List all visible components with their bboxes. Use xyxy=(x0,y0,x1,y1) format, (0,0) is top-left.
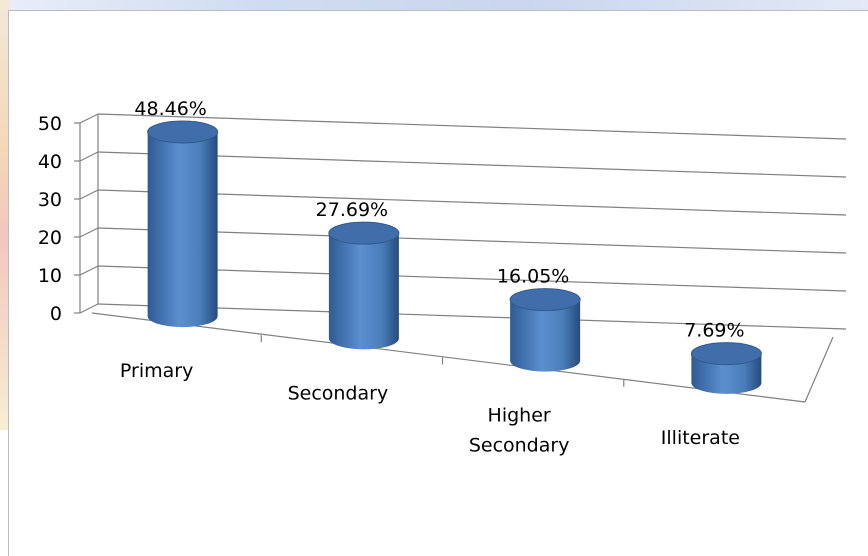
y-tick-label: 40 xyxy=(38,151,62,173)
side-gridline xyxy=(79,189,99,200)
data-label: 7.69% xyxy=(684,320,744,342)
gridline xyxy=(97,113,847,140)
side-gridline xyxy=(79,227,99,238)
gridline xyxy=(97,303,847,330)
axes xyxy=(79,114,834,403)
bar xyxy=(510,299,581,372)
bar-top xyxy=(328,221,400,245)
side-gridline xyxy=(79,265,99,276)
gridline xyxy=(97,151,847,178)
data-labels: 48.46% 27.69% 16.05% 7.69% xyxy=(134,98,744,342)
y-tick-label: 20 xyxy=(38,227,62,249)
data-label: 48.46% xyxy=(134,98,206,120)
gridline xyxy=(97,189,847,216)
y-tick-label: 10 xyxy=(38,265,62,287)
x-axis-line xyxy=(91,312,806,403)
gridlines xyxy=(79,113,847,330)
y-tick-label: 30 xyxy=(38,189,62,211)
bar xyxy=(328,233,399,350)
data-label: 27.69% xyxy=(316,199,388,221)
gridline xyxy=(97,227,847,254)
y-tick-label: 0 xyxy=(50,303,62,325)
x-tick-label: Higher Secondary xyxy=(469,405,570,457)
x-tick-label: Primary xyxy=(120,360,193,382)
bar-top xyxy=(147,120,219,144)
floor-right-edge xyxy=(804,336,834,403)
data-label: 16.05% xyxy=(497,266,569,288)
gridline xyxy=(97,265,847,292)
side-gridline xyxy=(79,151,99,162)
x-axis-labels: Primary Secondary Higher Secondary Illiterat… xyxy=(120,360,740,457)
x-tick-label: Illiterate xyxy=(661,427,740,449)
side-gridline xyxy=(79,113,99,124)
side-gridline xyxy=(79,303,99,314)
y-axis-ticks: 0 10 20 30 40 50 xyxy=(38,113,625,387)
bars xyxy=(147,120,762,394)
background-strip-top xyxy=(0,0,868,12)
bar-top xyxy=(690,342,762,366)
x-tick-label: Secondary xyxy=(288,382,389,404)
background-strip-left xyxy=(0,0,10,430)
y-tick-label: 50 xyxy=(38,113,62,135)
bar-top xyxy=(509,288,581,312)
bar xyxy=(147,131,218,328)
